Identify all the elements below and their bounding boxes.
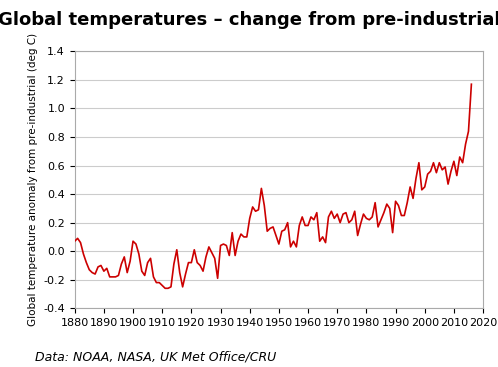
Text: Data: NOAA, NASA, UK Met Office/CRU: Data: NOAA, NASA, UK Met Office/CRU [35, 350, 276, 363]
Text: Global temperatures – change from pre-industrial: Global temperatures – change from pre-in… [0, 11, 498, 29]
Y-axis label: Global temperature anomaly from pre-industrial (deg C): Global temperature anomaly from pre-indu… [28, 33, 38, 326]
